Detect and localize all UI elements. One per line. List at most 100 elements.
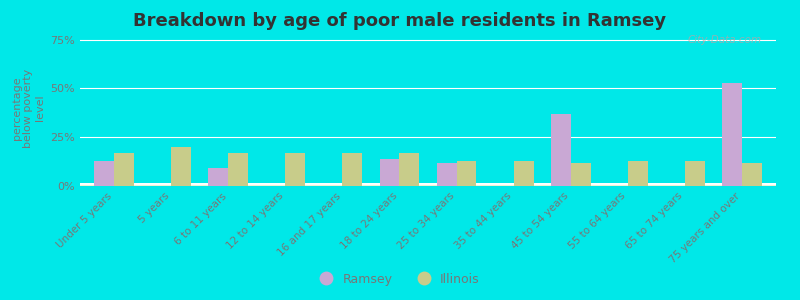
Bar xyxy=(80,184,776,186)
Bar xyxy=(80,183,776,185)
Bar xyxy=(80,184,776,186)
Bar xyxy=(80,184,776,185)
Bar xyxy=(80,184,776,185)
Y-axis label: percentage
below poverty
level: percentage below poverty level xyxy=(12,68,45,148)
Bar xyxy=(80,183,776,185)
Bar xyxy=(80,184,776,185)
Bar xyxy=(80,184,776,185)
Bar xyxy=(94,161,114,186)
Bar xyxy=(80,183,776,185)
Bar xyxy=(80,184,776,186)
Bar xyxy=(80,184,776,186)
Bar xyxy=(80,184,776,186)
Bar xyxy=(80,183,776,185)
Bar xyxy=(80,183,776,184)
Bar xyxy=(80,183,776,185)
Bar xyxy=(742,163,762,186)
Bar xyxy=(80,184,776,185)
Bar xyxy=(80,184,776,185)
Bar xyxy=(80,184,776,186)
Bar xyxy=(80,184,776,186)
Bar xyxy=(228,153,248,186)
Bar xyxy=(80,184,776,186)
Bar xyxy=(514,161,534,186)
Bar xyxy=(114,153,134,186)
Bar xyxy=(80,184,776,185)
Bar xyxy=(80,184,776,185)
Bar xyxy=(80,184,776,185)
Bar xyxy=(80,183,776,184)
Bar xyxy=(80,184,776,186)
Bar xyxy=(80,184,776,185)
Bar xyxy=(80,184,776,185)
Bar xyxy=(80,183,776,185)
Bar xyxy=(80,184,776,185)
Bar xyxy=(80,184,776,185)
Bar xyxy=(80,184,776,186)
Bar xyxy=(80,184,776,185)
Bar xyxy=(80,184,776,186)
Bar xyxy=(80,184,776,186)
Bar xyxy=(80,183,776,185)
Bar xyxy=(80,184,776,186)
Bar xyxy=(80,183,776,185)
Bar xyxy=(80,184,776,186)
Bar xyxy=(80,183,776,185)
Bar xyxy=(80,183,776,185)
Bar xyxy=(80,183,776,184)
Bar xyxy=(80,184,776,185)
Bar xyxy=(80,184,776,186)
Bar xyxy=(80,183,776,184)
Bar xyxy=(80,183,776,185)
Bar xyxy=(685,161,705,186)
Bar xyxy=(80,184,776,186)
Bar xyxy=(722,82,742,186)
Bar xyxy=(80,184,776,185)
Bar xyxy=(171,147,191,186)
Bar xyxy=(80,184,776,185)
Bar xyxy=(628,161,648,186)
Bar xyxy=(80,184,776,185)
Bar xyxy=(80,184,776,186)
Bar xyxy=(570,163,590,186)
Bar xyxy=(80,183,776,185)
Bar xyxy=(208,168,228,186)
Bar xyxy=(80,184,776,185)
Bar xyxy=(80,183,776,185)
Bar xyxy=(80,183,776,185)
Bar xyxy=(80,183,776,184)
Bar xyxy=(80,183,776,184)
Bar xyxy=(80,183,776,185)
Bar xyxy=(80,183,776,184)
Bar xyxy=(80,184,776,186)
Bar xyxy=(80,184,776,186)
Bar xyxy=(80,184,776,185)
Bar xyxy=(80,183,776,185)
Bar xyxy=(80,184,776,186)
Bar xyxy=(80,184,776,185)
Bar xyxy=(80,184,776,186)
Bar xyxy=(80,183,776,185)
Bar xyxy=(80,183,776,184)
Bar xyxy=(80,183,776,184)
Bar xyxy=(80,183,776,185)
Bar xyxy=(80,184,776,185)
Bar xyxy=(80,184,776,185)
Bar xyxy=(80,183,776,185)
Bar xyxy=(80,184,776,185)
Bar xyxy=(80,184,776,185)
Bar xyxy=(550,114,570,186)
Bar xyxy=(80,184,776,186)
Bar xyxy=(80,184,776,185)
Bar xyxy=(80,184,776,186)
Bar xyxy=(399,153,419,186)
Bar xyxy=(80,183,776,185)
Text: City-Data.com: City-Data.com xyxy=(688,35,762,45)
Bar xyxy=(80,184,776,185)
Bar xyxy=(80,184,776,186)
Bar xyxy=(80,184,776,186)
Bar xyxy=(80,183,776,184)
Bar xyxy=(342,153,362,186)
Bar xyxy=(80,183,776,184)
Bar xyxy=(457,161,477,186)
